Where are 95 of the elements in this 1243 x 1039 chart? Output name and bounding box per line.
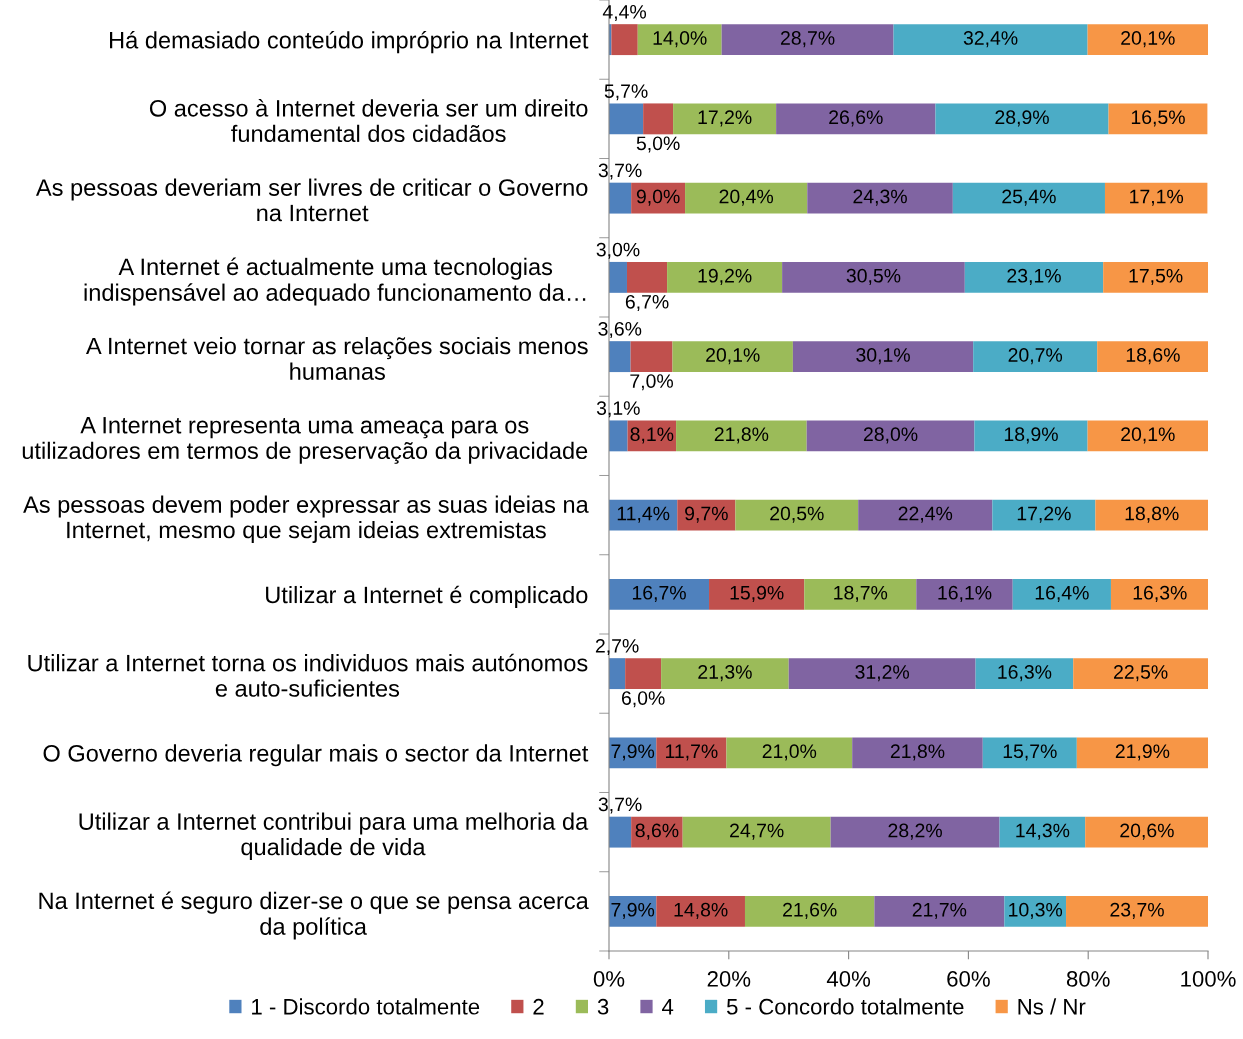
data-label: 3,7% xyxy=(598,797,642,814)
data-label: 16,3% xyxy=(1133,585,1187,602)
data-label: 21,8% xyxy=(714,427,769,444)
data-label: 17,2% xyxy=(1017,506,1071,523)
data-label: 28,9% xyxy=(995,110,1049,127)
data-label: 30,1% xyxy=(856,348,910,365)
data-label: 19,2% xyxy=(698,268,752,285)
data-label: 21,6% xyxy=(783,902,837,919)
data-label: 16,3% xyxy=(998,665,1052,682)
y-tick-label: As pessoas devem poder expressar as suas ideias na Internet, mesmo que sejam ideias extremistas xyxy=(23,495,589,544)
data-label: 23,1% xyxy=(1007,268,1061,285)
data-label: 20,1% xyxy=(1121,31,1175,48)
data-label: 22,4% xyxy=(898,506,953,523)
data-label: 3,1% xyxy=(596,401,640,418)
data-label: 7,9% xyxy=(611,902,655,919)
x-tick-label: 80% xyxy=(1066,971,1110,987)
data-label: 16,4% xyxy=(1035,585,1089,602)
data-label: 32,4% xyxy=(963,31,1018,48)
y-tick-label: O Governo deveria regular mais o sector da Internet xyxy=(43,744,589,767)
data-label: 20,5% xyxy=(770,506,824,523)
legend-label: 5 - Concordo totalmente xyxy=(726,998,964,1015)
data-label: 10,3% xyxy=(1009,902,1063,919)
x-tick-label: 20% xyxy=(707,971,751,987)
data-label: 20,1% xyxy=(1121,427,1175,444)
data-label: 9,0% xyxy=(636,189,680,206)
data-label: 21,8% xyxy=(890,744,945,761)
legend-label: 4 xyxy=(662,999,674,1015)
data-label: 14,3% xyxy=(1016,823,1070,840)
y-tick-label: Há demasiado conteúdo impróprio na Internet xyxy=(110,30,589,54)
data-label: 24,3% xyxy=(853,189,907,206)
data-label: 6,0% xyxy=(621,691,665,708)
data-label: 15,9% xyxy=(730,585,784,602)
data-label: 30,5% xyxy=(846,268,901,285)
data-label: 18,8% xyxy=(1125,506,1179,523)
data-label: 25,4% xyxy=(1002,189,1056,206)
legend-label: 3 xyxy=(597,998,609,1015)
legend-label: Ns / Nr xyxy=(1018,998,1086,1015)
data-label: 20,4% xyxy=(719,189,774,206)
data-label: 18,6% xyxy=(1126,348,1180,365)
data-label: 14,0% xyxy=(653,31,707,48)
data-label: 3,7% xyxy=(598,163,642,180)
data-label: 8,1% xyxy=(630,427,674,444)
data-label: 18,9% xyxy=(1004,427,1058,444)
data-label: 6,7% xyxy=(625,294,669,311)
data-label: 28,7% xyxy=(780,31,835,48)
data-label: 2,7% xyxy=(595,638,639,656)
data-label: 16,7% xyxy=(632,585,686,602)
data-label: 7,9% xyxy=(611,744,655,761)
y-tick-label: Utilizar a Internet contribui para uma melhoria da qualidade de vida xyxy=(79,812,589,861)
data-label: 17,5% xyxy=(1129,268,1183,285)
data-label: 18,7% xyxy=(834,585,888,602)
data-label: 20,7% xyxy=(1008,348,1063,365)
data-label: 7,0% xyxy=(630,374,673,391)
y-tick-label: Utilizar a Internet torna os individuos mais autónomos e auto-suficientes xyxy=(28,653,588,697)
data-label: 16,1% xyxy=(938,585,992,602)
data-label: 17,2% xyxy=(698,110,752,127)
y-tick-label: As pessoas deveriam ser livres de criticar o Governo na Internet xyxy=(35,178,588,222)
data-label: 4,4% xyxy=(602,5,647,22)
data-label: 24,7% xyxy=(730,823,784,840)
legend-label: 1 - Discordo totalmente xyxy=(252,998,480,1015)
data-label: 22,5% xyxy=(1114,665,1168,682)
data-label: 26,6% xyxy=(829,110,883,127)
data-label: 5,7% xyxy=(604,84,648,101)
data-label: 9,7% xyxy=(685,506,728,523)
data-label: 14,8% xyxy=(674,902,728,919)
data-label: 21,9% xyxy=(1115,744,1170,761)
data-label: 31,2% xyxy=(855,665,910,682)
data-label: 8,6% xyxy=(635,823,679,840)
legend-label: 2 xyxy=(533,998,544,1015)
y-tick-label: Na Internet é seguro dizer-se o que se pensa acerca da política xyxy=(39,891,589,940)
x-tick-label: 0% xyxy=(593,971,625,987)
data-label: 21,7% xyxy=(912,902,967,919)
data-label: 20,1% xyxy=(706,348,760,365)
x-tick-label: 100% xyxy=(1181,971,1236,987)
data-label: 15,7% xyxy=(1003,744,1057,761)
data-label: 11,4% xyxy=(617,506,670,523)
data-label: 21,0% xyxy=(762,744,817,761)
y-tick-label: A Internet é actualmente uma tecnologias indispensável ao adequado funcionamento da… xyxy=(84,257,586,306)
data-label: 28,0% xyxy=(863,427,918,444)
y-tick-label: A Internet representa uma ameaça para os utilizadores em termos de preservação da privacidade xyxy=(22,417,588,464)
data-label: 3,0% xyxy=(596,242,640,259)
y-tick-label: O acesso à Internet deveria ser um direito fundamental dos cidadãos xyxy=(149,99,588,143)
data-label: 20,6% xyxy=(1120,823,1174,840)
y-tick-label: A Internet veio tornar as relações sociais menos humanas xyxy=(85,337,588,380)
data-label: 3,6% xyxy=(598,321,642,339)
x-tick-label: 40% xyxy=(826,971,871,987)
data-label: 11,7% xyxy=(666,744,718,761)
data-label: 21,3% xyxy=(698,665,752,682)
data-label: 17,1% xyxy=(1130,189,1184,206)
y-tick-label: Utilizar a Internet é complicado xyxy=(266,585,588,608)
x-tick-label: 60% xyxy=(947,971,990,987)
data-label: 5,0% xyxy=(636,136,680,153)
data-label: 28,2% xyxy=(888,823,942,840)
data-label: 23,7% xyxy=(1110,902,1164,919)
data-label: 16,5% xyxy=(1131,110,1185,127)
